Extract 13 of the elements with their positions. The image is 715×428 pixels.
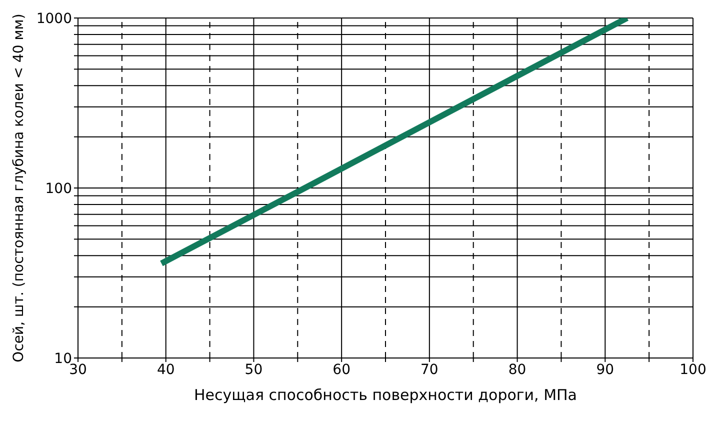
- x-tick-label: 50: [244, 362, 263, 378]
- x-tick-label: 40: [156, 362, 175, 378]
- x-tick-label: 90: [596, 362, 614, 378]
- x-axis-title: Несущая способность поверхности дороги, МПа: [194, 386, 577, 404]
- y-axis-title: Осей, шт. (постоянная глубина колеи < 40 мм): [10, 14, 27, 362]
- x-tick-label: 30: [69, 362, 87, 378]
- x-tick-label: 80: [508, 362, 526, 378]
- y-tick-label: 100: [45, 180, 72, 197]
- x-tick-label: 70: [420, 362, 438, 378]
- x-tick-label: 100: [680, 362, 706, 378]
- y-tick-label: 10: [54, 350, 72, 367]
- y-tick-label: 1000: [36, 10, 72, 27]
- x-tick-label: 60: [332, 362, 350, 378]
